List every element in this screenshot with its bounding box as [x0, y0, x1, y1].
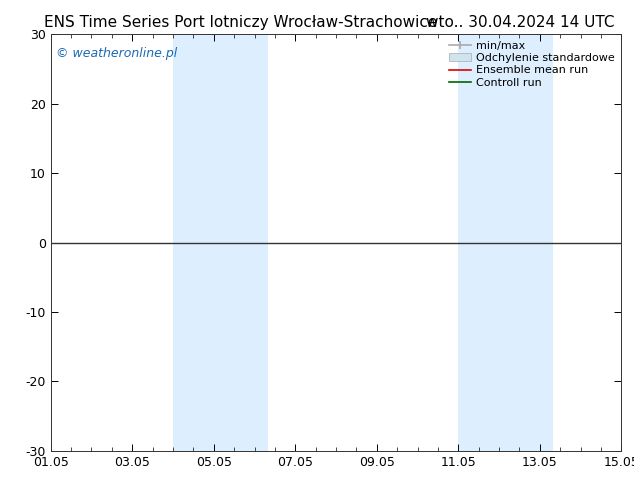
Bar — [458, 34, 553, 451]
Bar — [173, 34, 268, 451]
Legend: min/max, Odchylenie standardowe, Ensemble mean run, Controll run: min/max, Odchylenie standardowe, Ensembl… — [446, 38, 618, 91]
Text: wto.. 30.04.2024 14 UTC: wto.. 30.04.2024 14 UTC — [427, 15, 615, 30]
Text: ENS Time Series Port lotniczy Wrocław-Strachowice: ENS Time Series Port lotniczy Wrocław-St… — [44, 15, 437, 30]
Text: © weatheronline.pl: © weatheronline.pl — [56, 47, 178, 60]
